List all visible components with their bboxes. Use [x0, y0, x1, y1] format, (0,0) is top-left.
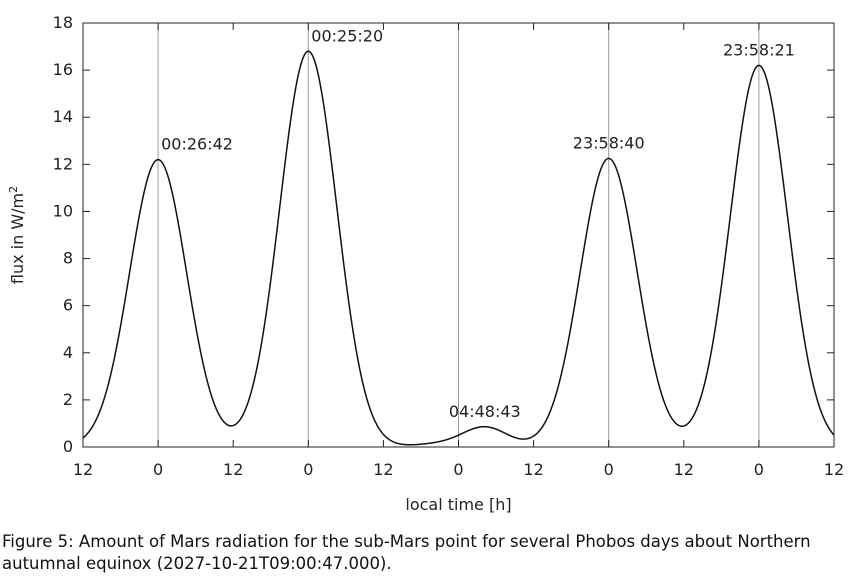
y-axis-label: flux in W/m2: [7, 186, 27, 284]
x-tick-label-4: 12: [373, 460, 393, 479]
peak-labels: 00:26:42 00:25:20 04:48:43 23:58:40 23:58:21: [161, 26, 795, 421]
y-tick-label-0: 0: [63, 437, 73, 456]
x-tick-label-3: 0: [303, 460, 313, 479]
y-tick-label-16: 16: [53, 60, 73, 79]
y-axis-label-superscript: 2: [7, 186, 20, 193]
vertical-reference-lines: [157, 23, 760, 447]
peak-label-5: 23:58:21: [723, 40, 795, 59]
peak-label-3: 04:48:43: [449, 402, 521, 421]
chart: 0 2 4 6 8 10 12 14 16 18 12 0 12 0 12 0 12 0 12 0 12 00:26:…: [7, 13, 844, 514]
x-tick-label-2: 12: [223, 460, 243, 479]
figure-caption: Figure 5: Amount of Mars radiation for t…: [2, 532, 811, 573]
y-tick-label-14: 14: [53, 107, 73, 126]
peak-label-0: 00:26:42: [161, 135, 233, 154]
x-axis-ticks: 12 0 12 0 12 0 12 0 12 0 12: [73, 23, 844, 479]
x-tick-label-1: 0: [153, 460, 163, 479]
y-tick-label-18: 18: [53, 13, 73, 32]
x-axis-label: local time [h]: [405, 495, 511, 514]
x-tick-label-5: 0: [453, 460, 463, 479]
x-tick-label-8: 12: [674, 460, 694, 479]
peak-label-4: 23:58:40: [573, 133, 645, 152]
y-tick-label-12: 12: [53, 154, 73, 173]
y-tick-label-10: 10: [53, 201, 73, 220]
x-tick-label-7: 0: [604, 460, 614, 479]
y-tick-label-6: 6: [63, 296, 73, 315]
y-axis-label-text: flux in W/m: [8, 193, 27, 284]
x-tick-label-6: 12: [523, 460, 543, 479]
y-axis-ticks: 0 2 4 6 8 10 12 14 16 18: [53, 13, 834, 456]
plot-frame: [82, 22, 835, 448]
flux-series-line: [82, 50, 835, 446]
y-tick-label-2: 2: [63, 390, 73, 409]
y-tick-label-4: 4: [63, 343, 73, 362]
x-tick-label-9: 0: [754, 460, 764, 479]
peak-label-1: 00:25:20: [311, 26, 383, 45]
y-tick-label-8: 8: [63, 249, 73, 268]
x-tick-label-0: 12: [73, 460, 93, 479]
x-tick-label-10: 12: [824, 460, 844, 479]
